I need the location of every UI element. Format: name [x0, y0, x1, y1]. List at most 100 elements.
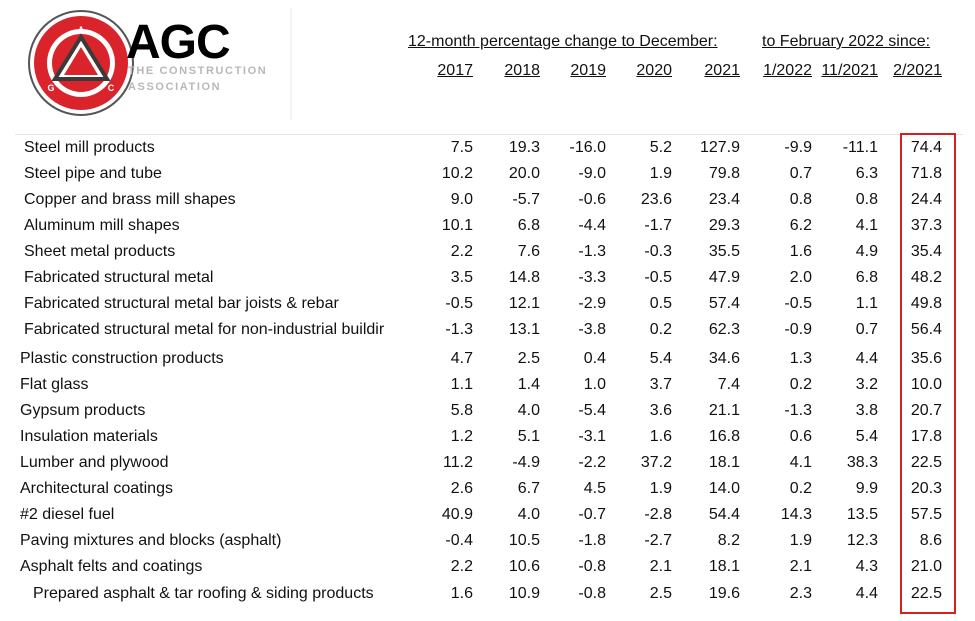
header-separator [15, 134, 963, 135]
table-cell: 4.3 [855, 558, 878, 575]
table-cell: 5.1 [517, 428, 540, 445]
table-cell: 127.9 [699, 139, 740, 156]
table-cell: -9.0 [578, 165, 606, 182]
table-cell: -9.9 [784, 139, 812, 156]
agc-subtitle-line2: ASSOCIATION [128, 81, 222, 93]
table-cell: -0.8 [578, 585, 606, 602]
table-cell: 24.4 [910, 191, 942, 208]
agc-wordmark: AGC [126, 16, 231, 69]
table-cell: 3.7 [649, 376, 672, 393]
table-cell: 0.6 [789, 428, 812, 445]
table-cell: 12.3 [846, 532, 878, 549]
table-row: Copper and brass mill shapes 9.0 -5.7 -0.6 2… [0, 191, 975, 215]
table-row: Prepared asphalt & tar roofing & siding … [0, 585, 975, 609]
table-cell: 37.2 [640, 454, 672, 471]
row-label: Plastic construction products [20, 350, 224, 367]
row-label: Lumber and plywood [20, 454, 169, 471]
table-cell: 14.0 [708, 480, 740, 497]
table-cell: 40.9 [441, 506, 473, 523]
table-cell: 0.4 [583, 350, 606, 367]
table-cell: 5.4 [855, 428, 878, 445]
row-label: Gypsum products [20, 402, 146, 419]
table-cell: 20.0 [508, 165, 540, 182]
column-header: 1/2022 [763, 62, 812, 79]
table-cell: 49.8 [910, 295, 942, 312]
table-cell: -4.9 [512, 454, 540, 471]
table-cell: 17.8 [910, 428, 942, 445]
row-label: Insulation materials [20, 428, 158, 445]
table-row: Steel pipe and tube 10.2 20.0 -9.0 1.9 79.8 0.… [0, 165, 975, 189]
table-cell: 6.8 [517, 217, 540, 234]
table-cell: -0.6 [578, 191, 606, 208]
row-label: Fabricated structural metal for non-indu… [24, 321, 385, 338]
table-cell: -0.5 [644, 269, 672, 286]
row-label: Flat glass [20, 376, 89, 393]
table-cell: 10.0 [910, 376, 942, 393]
table-cell: 6.3 [855, 165, 878, 182]
table-cell: 71.8 [910, 165, 942, 182]
table-cell: -5.4 [578, 402, 606, 419]
table-cell: 3.5 [450, 269, 473, 286]
column-header: 2/2021 [893, 62, 942, 79]
column-header: 2019 [570, 62, 606, 79]
table-cell: 3.2 [855, 376, 878, 393]
table-cell: 1.6 [789, 243, 812, 260]
table-row: Asphalt felts and coatings 2.2 10.6 -0.8 2.1… [0, 558, 975, 582]
table-cell: 6.2 [789, 217, 812, 234]
column-header: 11/2021 [821, 62, 878, 79]
table-cell: -1.7 [644, 217, 672, 234]
table-cell: 4.5 [583, 480, 606, 497]
agc-logo: A G C AGC THE CONSTRUCTION ASSOCIATION [27, 9, 289, 121]
table-cell: 22.5 [910, 585, 942, 602]
table-cell: 2.6 [450, 480, 473, 497]
table-cell: 1.3 [789, 350, 812, 367]
table-cell: 3.8 [855, 402, 878, 419]
table-cell: 37.3 [910, 217, 942, 234]
table-cell: 74.4 [910, 139, 942, 156]
table-row: #2 diesel fuel 40.9 4.0 -0.7 -2.8 54.4 14.3 13.… [0, 506, 975, 530]
table-row: Aluminum mill shapes 10.1 6.8 -4.4 -1.7 29.3 6… [0, 217, 975, 241]
table-cell: 54.4 [708, 506, 740, 523]
table-cell: 0.8 [855, 191, 878, 208]
table-cell: 0.2 [789, 376, 812, 393]
table-cell: 57.4 [708, 295, 740, 312]
table-cell: 1.9 [789, 532, 812, 549]
row-label: Prepared asphalt & tar roofing & siding … [33, 585, 374, 602]
row-label: Steel mill products [24, 139, 155, 156]
table-cell: 1.9 [649, 165, 672, 182]
table-cell: 4.4 [855, 350, 878, 367]
table-cell: 1.9 [649, 480, 672, 497]
svg-text:C: C [108, 83, 115, 93]
table-cell: 22.5 [910, 454, 942, 471]
table-cell: -5.7 [512, 191, 540, 208]
row-label: Fabricated structural metal bar joists &… [24, 295, 339, 312]
table-cell: 10.2 [441, 165, 473, 182]
table-cell: 1.4 [517, 376, 540, 393]
table-cell: 1.2 [450, 428, 473, 445]
table-cell: 19.6 [708, 585, 740, 602]
table-cell: 48.2 [910, 269, 942, 286]
agc-seal-icon: A G C [28, 10, 134, 116]
column-header: 2017 [437, 62, 473, 79]
table-cell: 21.0 [910, 558, 942, 575]
table-cell: -2.7 [644, 532, 672, 549]
table-cell: 4.0 [517, 402, 540, 419]
table-cell: 38.3 [846, 454, 878, 471]
column-header: 2018 [504, 62, 540, 79]
table-cell: 10.5 [508, 532, 540, 549]
table-cell: -0.4 [445, 532, 473, 549]
table-cell: 0.7 [789, 165, 812, 182]
table-cell: -0.5 [784, 295, 812, 312]
table-cell: -0.7 [578, 506, 606, 523]
table-cell: 8.6 [919, 532, 942, 549]
table-cell: 35.4 [910, 243, 942, 260]
table-row: Sheet metal products 2.2 7.6 -1.3 -0.3 35.5 1.… [0, 243, 975, 267]
highlight-box-2-2021-column [900, 133, 956, 614]
table-cell: 5.8 [450, 402, 473, 419]
table-cell: 21.1 [708, 402, 740, 419]
table-cell: 47.9 [708, 269, 740, 286]
row-label: Aluminum mill shapes [24, 217, 180, 234]
table-cell: 0.7 [855, 321, 878, 338]
table-cell: 29.3 [708, 217, 740, 234]
table-cell: 11.2 [443, 454, 473, 471]
